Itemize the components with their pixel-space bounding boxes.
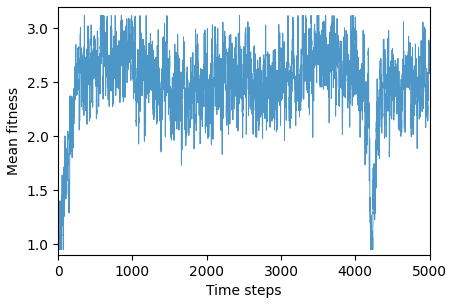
X-axis label: Time steps: Time steps <box>206 284 281 298</box>
Y-axis label: Mean fitness: Mean fitness <box>7 87 21 175</box>
